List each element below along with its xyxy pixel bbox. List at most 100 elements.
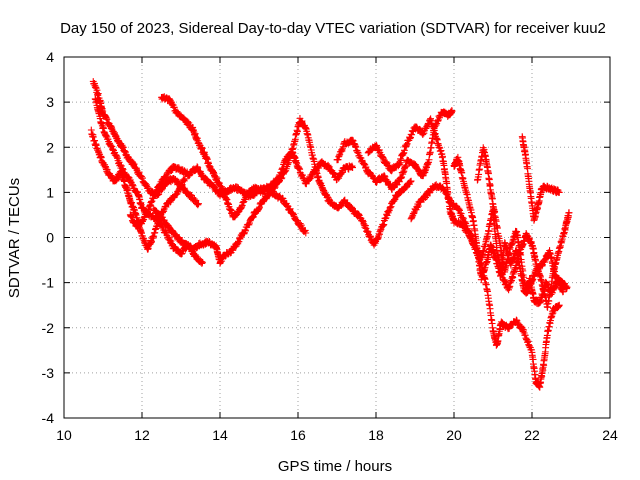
data-point — [387, 203, 395, 211]
data-point — [156, 181, 164, 189]
y-tick-label: -4 — [42, 410, 55, 426]
x-tick-label: 18 — [368, 427, 384, 443]
data-point — [457, 210, 465, 218]
data-point — [138, 173, 145, 180]
data-point — [154, 219, 162, 227]
data-point — [383, 210, 390, 218]
data-point — [296, 165, 304, 173]
data-point — [151, 226, 159, 233]
data-point — [384, 208, 392, 215]
data-point — [363, 227, 371, 235]
data-point — [359, 216, 367, 224]
data-point — [335, 152, 343, 160]
data-point — [275, 178, 282, 186]
data-point — [378, 153, 386, 161]
data-point — [513, 316, 520, 324]
series-pass-8 — [364, 115, 563, 391]
data-point — [240, 230, 248, 238]
data-point — [129, 181, 136, 189]
x-tick-label: 10 — [56, 427, 72, 443]
data-point — [280, 169, 288, 176]
data-point — [399, 150, 407, 157]
data-point — [150, 232, 158, 240]
data-point — [555, 301, 563, 309]
data-point — [290, 141, 297, 149]
data-point — [349, 164, 356, 171]
data-point — [402, 162, 409, 170]
data-point — [352, 143, 360, 151]
data-point — [379, 154, 387, 161]
data-point — [403, 141, 411, 149]
data-point — [410, 209, 418, 217]
data-point — [210, 182, 218, 190]
data-point — [397, 155, 404, 163]
data-point — [403, 140, 411, 148]
data-point — [379, 154, 387, 162]
data-point — [419, 131, 427, 138]
y-tick-label: 1 — [46, 184, 54, 200]
y-tick-label: 0 — [46, 230, 54, 246]
data-point — [463, 225, 471, 233]
data-point — [398, 173, 406, 181]
data-point — [290, 211, 297, 218]
data-point — [233, 239, 241, 247]
data-point — [300, 228, 308, 235]
series-pass-7 — [333, 107, 456, 193]
data-point — [408, 213, 416, 221]
data-point — [194, 164, 202, 172]
data-point — [256, 203, 263, 211]
data-point — [330, 170, 338, 177]
data-point — [236, 234, 243, 242]
data-point — [426, 116, 434, 124]
data-point — [309, 171, 316, 178]
plot-frame — [63, 56, 611, 419]
data-point — [295, 164, 303, 172]
data-point — [329, 169, 337, 176]
series-pass-6 — [150, 114, 415, 267]
data-point — [138, 217, 146, 225]
data-point — [538, 262, 546, 270]
x-axis-label: GPS time / hours — [278, 458, 392, 475]
data-point — [135, 168, 143, 176]
y-tick-label: 2 — [46, 139, 54, 155]
data-point — [102, 114, 110, 122]
data-point — [520, 326, 528, 334]
data-point — [565, 209, 573, 217]
data-point — [432, 121, 440, 129]
data-point — [402, 184, 409, 192]
data-point — [140, 213, 148, 221]
series-pass-3 — [87, 126, 189, 253]
data-point — [306, 175, 314, 183]
data-point — [103, 115, 111, 123]
data-point — [284, 160, 292, 168]
data-point — [373, 142, 380, 149]
data-point — [521, 331, 529, 339]
data-point — [180, 176, 188, 184]
data-point — [153, 186, 160, 194]
data-point — [297, 221, 305, 229]
data-point — [440, 186, 447, 193]
data-point — [173, 177, 181, 185]
data-point — [401, 146, 408, 154]
data-point — [442, 189, 450, 197]
data-point — [358, 157, 366, 164]
x-tick-label: 16 — [290, 427, 306, 443]
data-point — [434, 117, 442, 125]
data-point — [398, 150, 406, 158]
data-point — [116, 161, 124, 169]
data-point — [154, 220, 161, 228]
data-point — [355, 211, 363, 218]
y-tick-label: -1 — [42, 275, 55, 291]
data-point — [448, 107, 456, 115]
data-point — [461, 218, 469, 226]
data-point — [302, 229, 310, 237]
data-point — [385, 207, 393, 215]
data-point — [289, 146, 296, 153]
y-tick-label: 4 — [46, 49, 54, 65]
data-point — [271, 184, 278, 192]
data-point — [519, 328, 527, 335]
data-point — [362, 222, 369, 229]
data-point — [338, 146, 345, 154]
data-point — [413, 204, 421, 211]
